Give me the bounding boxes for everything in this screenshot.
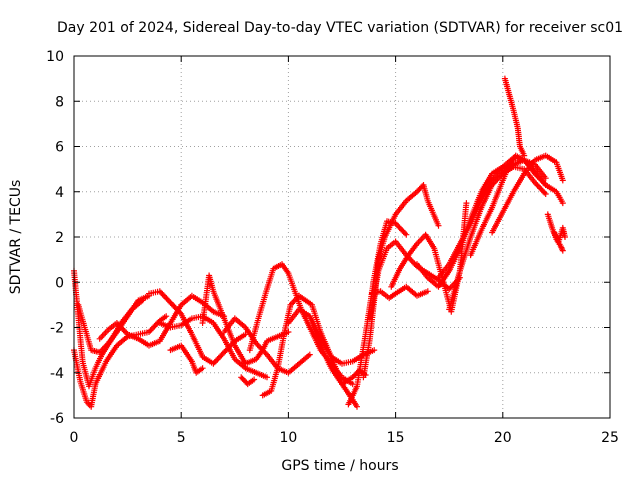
- y-tick-label: 10: [46, 49, 64, 65]
- x-tick-label: 25: [601, 430, 619, 446]
- axis-ticks: [73, 55, 611, 419]
- series-track-23: [467, 152, 549, 259]
- series-track-25: [501, 75, 528, 159]
- series-track-12: [259, 292, 360, 410]
- data-point-markers: [446, 163, 549, 313]
- x-tick-labels: 0 5 10 15 20 25: [70, 430, 619, 446]
- data-point-markers: [96, 292, 228, 349]
- series-track-18: [369, 283, 431, 302]
- y-tick-label: -6: [50, 411, 64, 427]
- data-point-markers: [259, 292, 360, 410]
- y-tick-label: -2: [50, 321, 64, 337]
- y-tick-label: 6: [55, 140, 64, 156]
- series-track-10: [238, 374, 258, 388]
- data-point-markers: [551, 224, 568, 245]
- data-point-markers: [489, 152, 566, 236]
- data-point-markers: [306, 313, 369, 388]
- data-points: [71, 75, 568, 410]
- series-track-22: [446, 163, 549, 313]
- series-track-14: [306, 313, 369, 388]
- data-point-markers: [467, 152, 549, 259]
- data-point-markers: [238, 374, 258, 388]
- x-tick-label: 0: [70, 430, 79, 446]
- series-track-11: [246, 261, 356, 388]
- y-tick-label: 2: [55, 230, 64, 246]
- y-axis-label: SDTVAR / TECUs: [8, 180, 24, 295]
- data-point-markers: [246, 261, 356, 388]
- grid-lines: [74, 56, 610, 418]
- series-track-24: [489, 152, 566, 236]
- series-track-4: [96, 292, 228, 349]
- x-tick-label: 20: [494, 430, 512, 446]
- x-axis-label: GPS time / hours: [281, 458, 398, 474]
- y-tick-label: 4: [55, 185, 64, 201]
- x-tick-label: 5: [177, 430, 186, 446]
- data-point-markers: [167, 342, 206, 376]
- data-point-markers: [199, 272, 292, 367]
- series-track-7: [167, 342, 206, 376]
- y-tick-label: -4: [50, 366, 64, 382]
- y-tick-label: 0: [55, 275, 64, 291]
- data-point-markers: [501, 75, 528, 159]
- x-tick-label: 15: [387, 430, 405, 446]
- x-tick-label: 10: [279, 430, 297, 446]
- data-point-markers: [369, 283, 431, 302]
- y-tick-label: 8: [55, 94, 64, 110]
- y-tick-labels: -6 -4 -2 0 2 4 6 8 10: [46, 49, 64, 427]
- series-track-8: [199, 272, 292, 367]
- chart-title: Day 201 of 2024, Sidereal Day-to-day VTE…: [57, 20, 623, 36]
- series-track-27: [551, 224, 568, 245]
